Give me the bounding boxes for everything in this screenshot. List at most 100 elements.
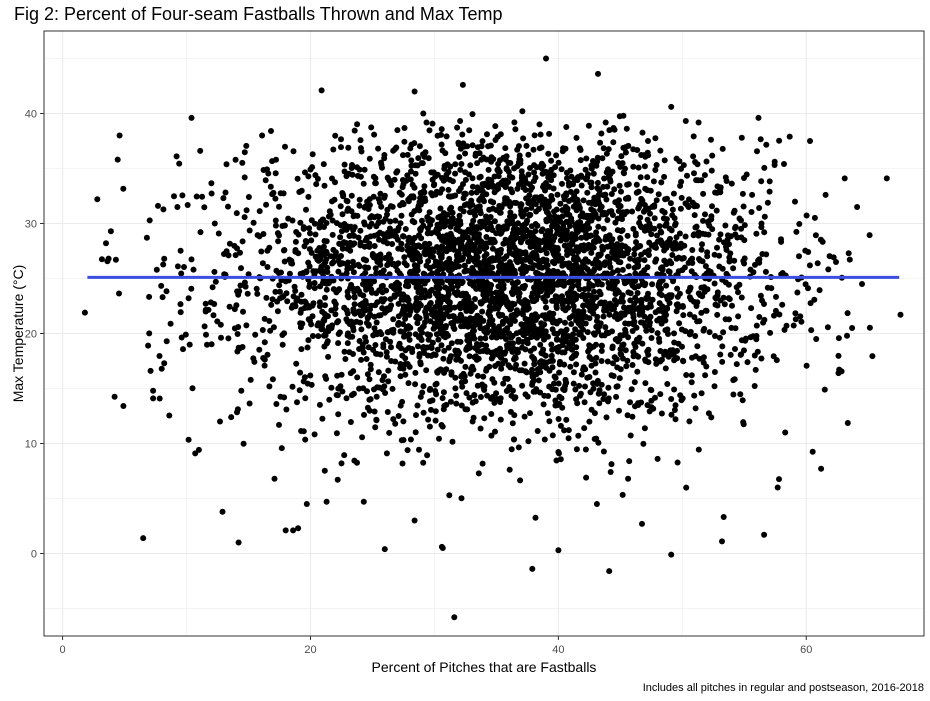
data-point [429, 270, 436, 277]
data-point [339, 211, 346, 218]
data-point [624, 208, 630, 215]
data-point [422, 319, 428, 326]
y-axis-label: Max Temperature (°C) [10, 265, 26, 403]
data-point [204, 341, 210, 348]
data-point [373, 393, 380, 400]
data-point [454, 254, 461, 261]
data-point [203, 331, 209, 338]
data-point [610, 373, 617, 379]
data-point [388, 302, 395, 309]
data-point [381, 155, 388, 162]
data-point [176, 160, 183, 167]
data-point [595, 236, 602, 243]
data-point [660, 242, 666, 249]
data-point [208, 180, 215, 187]
data-point [679, 267, 686, 274]
data-point [211, 220, 218, 227]
data-point [480, 317, 487, 324]
data-point [515, 143, 522, 150]
data-point [732, 231, 739, 238]
data-point [437, 189, 444, 196]
data-point [489, 245, 496, 252]
data-point [489, 205, 496, 212]
data-point [738, 294, 745, 301]
data-point [542, 298, 549, 305]
data-point [211, 268, 218, 275]
data-point [594, 185, 601, 192]
data-point [730, 209, 737, 216]
data-point [691, 170, 697, 177]
data-point [509, 420, 516, 427]
data-point [385, 367, 392, 374]
data-point [409, 218, 416, 224]
data-point [641, 267, 648, 274]
data-point [438, 543, 445, 550]
data-point [583, 155, 590, 162]
data-point [719, 538, 725, 545]
data-point [573, 344, 580, 351]
data-point [380, 344, 387, 351]
data-point [589, 212, 596, 219]
data-point [577, 157, 584, 164]
data-point [489, 295, 496, 302]
data-point [243, 322, 250, 329]
data-point [332, 132, 339, 139]
data-point [540, 184, 546, 190]
data-point [253, 285, 260, 292]
data-point [764, 199, 771, 206]
data-point [494, 248, 501, 255]
data-point [633, 239, 639, 246]
data-point [617, 314, 624, 321]
data-point [424, 244, 431, 251]
data-point [561, 349, 568, 356]
data-point [392, 233, 399, 240]
data-point [366, 155, 373, 162]
data-point [428, 406, 434, 413]
data-point [507, 160, 514, 166]
data-point [680, 358, 687, 365]
data-point [315, 333, 322, 340]
data-point [380, 218, 387, 225]
data-point [662, 365, 669, 372]
data-point [663, 312, 670, 318]
data-point [557, 422, 564, 429]
data-point [489, 394, 496, 400]
data-point [373, 416, 380, 423]
data-point [610, 139, 617, 146]
data-point [704, 286, 711, 293]
data-point [528, 334, 535, 341]
data-point [497, 278, 504, 285]
data-point [458, 241, 465, 248]
data-point [611, 354, 618, 361]
data-point [312, 231, 319, 238]
data-point [609, 343, 616, 350]
data-point [209, 284, 216, 291]
data-point [574, 177, 581, 184]
data-point [635, 188, 642, 195]
data-point [449, 438, 456, 445]
data-point [447, 206, 453, 213]
data-point [418, 278, 425, 285]
data-point [420, 459, 427, 466]
data-point [174, 263, 181, 270]
data-point [618, 252, 625, 259]
data-point [657, 147, 664, 154]
data-point [345, 330, 351, 337]
data-point [688, 372, 695, 379]
data-point [469, 363, 476, 370]
data-point [752, 261, 758, 268]
data-point [493, 230, 500, 237]
data-point [580, 226, 587, 233]
data-point [402, 347, 409, 354]
data-point [358, 356, 365, 363]
data-point [593, 435, 600, 442]
data-point [375, 220, 382, 227]
data-point [558, 166, 565, 173]
data-point [559, 301, 566, 308]
data-point [564, 247, 570, 254]
data-point [335, 411, 342, 418]
data-point [562, 203, 569, 210]
data-point [473, 270, 480, 277]
data-point [545, 234, 552, 240]
data-point [717, 189, 724, 196]
